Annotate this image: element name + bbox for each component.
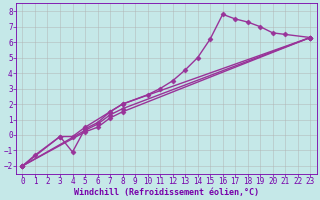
X-axis label: Windchill (Refroidissement éolien,°C): Windchill (Refroidissement éolien,°C): [74, 188, 259, 197]
